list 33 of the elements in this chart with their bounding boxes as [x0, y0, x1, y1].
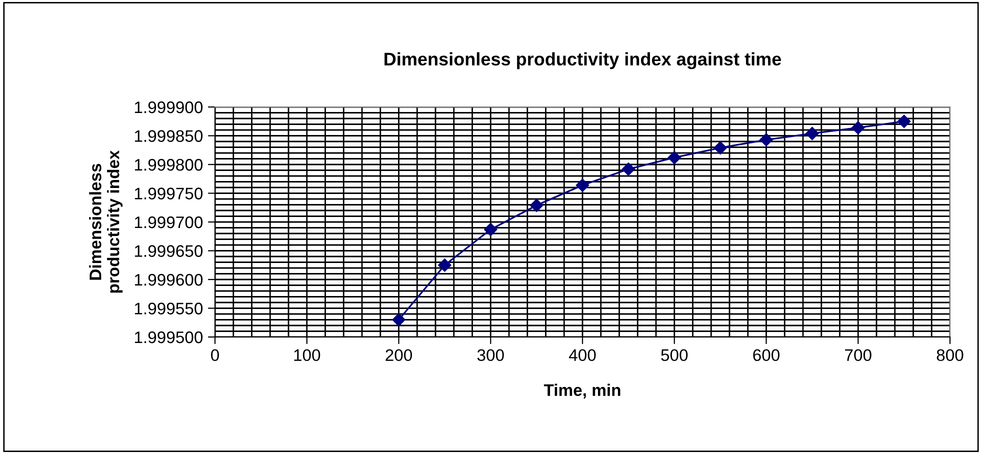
x-tick-label: 300: [477, 349, 504, 362]
point: [760, 133, 773, 146]
y-tick-label: 1.999900: [134, 101, 203, 114]
chart-title: Dimensionless productivity index against time: [384, 52, 782, 70]
point: [668, 151, 681, 164]
point: [622, 162, 636, 176]
y-axis-title: Dimensionless productivity index: [89, 150, 123, 293]
x-tick-label: 800: [936, 349, 964, 362]
x-tick-label: 200: [386, 349, 412, 362]
point: [438, 258, 452, 272]
x-axis-title: Time, min: [544, 384, 620, 398]
y-tick-label: 1.999700: [134, 216, 203, 228]
point: [484, 222, 498, 236]
point: [714, 141, 727, 154]
point: [530, 198, 544, 212]
y-tick-label: 1.999750: [134, 188, 203, 200]
y-tick-label: 1.999650: [134, 245, 203, 257]
x-tick-label: 700: [845, 349, 872, 362]
y-tick-label: 1.999550: [134, 302, 203, 314]
x-tick-label: 600: [753, 349, 780, 362]
x-tick-label: 400: [568, 349, 596, 362]
y-tick-label: 1.999600: [134, 274, 203, 286]
x-tick-label: 500: [661, 349, 688, 362]
point: [897, 114, 911, 128]
point: [576, 178, 590, 192]
point: [392, 313, 406, 326]
y-tick-label: 1.999850: [134, 130, 203, 142]
point: [806, 126, 819, 140]
y-tick-label: 1.999500: [134, 331, 203, 344]
x-tick-label: 0: [211, 349, 219, 362]
y-tick-label: 1.999800: [134, 158, 203, 171]
point: [852, 121, 865, 134]
x-tick-label: 100: [294, 349, 320, 362]
